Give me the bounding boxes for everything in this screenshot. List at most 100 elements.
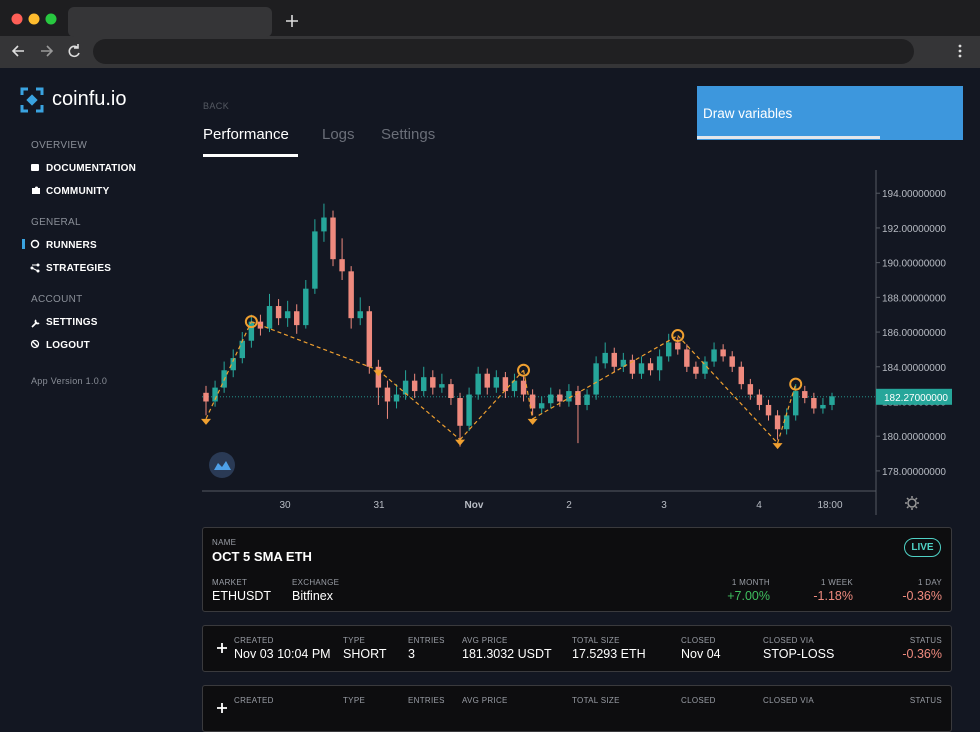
field-value: Bitfinex — [292, 589, 333, 603]
candle-body — [675, 342, 681, 350]
button-label: Draw variables — [703, 106, 793, 121]
candle-body — [502, 377, 509, 392]
candle-body — [421, 377, 427, 392]
y-tick-label: 192.00000000 — [882, 224, 946, 235]
expand-icon[interactable] — [216, 642, 228, 654]
nav-item[interactable]: DOCUMENTATION — [46, 163, 136, 174]
menu-dot[interactable] — [958, 44, 962, 48]
field-value: ETHUSDT — [212, 589, 272, 603]
candle-body — [393, 394, 400, 402]
candle-body — [275, 306, 282, 319]
candle-body — [402, 380, 409, 395]
candle-body — [765, 404, 772, 416]
reload-button[interactable] — [68, 44, 80, 58]
candle-body — [366, 311, 373, 367]
tab[interactable]: Logs — [322, 126, 355, 143]
candle-body — [747, 384, 754, 395]
candle-body — [647, 363, 654, 371]
browser-frame — [0, 7, 980, 68]
last-price-label: 182.27000000 — [884, 393, 948, 404]
perf-label: 1 DAY — [917, 578, 942, 587]
trade-connector — [776, 383, 797, 444]
candle-body — [620, 359, 627, 367]
nav-item[interactable]: SETTINGS — [46, 317, 98, 328]
trade-connector — [459, 369, 524, 441]
candle-body — [629, 359, 636, 374]
candle-body — [348, 271, 354, 319]
menu-dot[interactable] — [958, 54, 962, 58]
candle-body — [439, 384, 445, 388]
exit-marker — [527, 418, 538, 425]
candle-body — [493, 377, 500, 388]
close-dot[interactable] — [11, 13, 23, 25]
candle-body — [538, 403, 545, 409]
candle-body — [339, 259, 345, 272]
y-tick-label: 180.00000000 — [882, 432, 946, 443]
field-label: MARKET — [212, 578, 248, 587]
nav-item[interactable]: STRATEGIES — [46, 263, 112, 274]
trade-card[interactable]: CREATED TYPE ENTRIES AVG PRICE TOTAL SIZE CLO… — [202, 685, 952, 732]
active-indicator — [22, 239, 25, 249]
chart-logo[interactable] — [209, 452, 235, 478]
x-tick-label: 18:00 — [817, 500, 842, 511]
trade-connector — [205, 321, 252, 420]
candle-body — [729, 356, 735, 367]
back-button[interactable] — [11, 45, 24, 57]
candle-body — [756, 394, 763, 405]
menu-dot[interactable] — [958, 49, 962, 53]
tab[interactable]: Settings — [381, 126, 436, 143]
price-chart: 178.00000000180.00000000182.00000000184.… — [201, 170, 952, 515]
candle-body — [266, 306, 273, 329]
perf-value: -1.18% — [813, 589, 853, 603]
candle-body — [203, 392, 209, 402]
back-link[interactable]: BACK — [203, 101, 230, 111]
candle-body — [811, 398, 817, 409]
settings-gear[interactable] — [905, 496, 919, 510]
browser-chrome — [0, 0, 980, 68]
candle-body — [430, 377, 436, 388]
address-bar[interactable] — [93, 39, 914, 64]
candle-body — [330, 217, 336, 260]
candle-body — [783, 415, 790, 430]
browser-tab[interactable] — [68, 7, 272, 37]
nav-item[interactable]: COMMUNITY — [46, 186, 110, 197]
candle-body — [457, 398, 463, 426]
entry-marker — [789, 377, 803, 391]
section-title: OVERVIEW — [31, 140, 88, 151]
y-tick-label: 190.00000000 — [882, 259, 946, 270]
brand-logo — [20, 87, 44, 113]
candle-body — [357, 311, 363, 319]
candle-body — [375, 366, 382, 388]
perf-label: 1 MONTH — [731, 578, 770, 587]
new-tab[interactable] — [286, 15, 298, 27]
cell: SHORT — [343, 647, 387, 661]
expand-icon[interactable] — [216, 702, 228, 714]
candle-body — [248, 321, 255, 341]
candle-body — [411, 380, 418, 392]
zoom-dot[interactable] — [45, 13, 57, 25]
cell: Nov 04 — [681, 647, 721, 661]
app-version: App Version 1.0.0 — [31, 376, 108, 386]
entry-marker — [517, 363, 531, 377]
tab-underline — [203, 154, 298, 157]
candle-body — [656, 356, 663, 371]
trade-card[interactable]: CREATED Nov 03 10:04 PM TYPE SHORT ENTRIES 3 A… — [202, 625, 952, 672]
cell: STOP-LOSS — [763, 647, 835, 661]
trade-connector — [377, 369, 461, 441]
candle-body — [738, 366, 744, 385]
forward-button[interactable] — [41, 45, 54, 57]
candle-body — [466, 394, 472, 426]
column-header: ENTRIES — [408, 636, 445, 645]
candle-body — [720, 349, 726, 357]
minimize-dot[interactable] — [28, 13, 40, 25]
tab-active[interactable]: Performance — [203, 126, 289, 143]
cell: Nov 03 10:04 PM — [234, 647, 331, 661]
candle-body — [575, 391, 581, 405]
nav-item[interactable]: RUNNERS — [46, 240, 97, 251]
candle-body — [774, 415, 781, 430]
candle-body — [321, 217, 327, 232]
perf-label: 1 WEEK — [820, 578, 853, 587]
draw-variables-button[interactable]: Draw variables — [697, 86, 963, 140]
nav-item[interactable]: LOGOUT — [46, 340, 90, 351]
